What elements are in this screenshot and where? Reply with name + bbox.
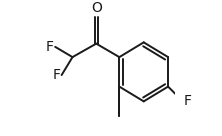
Text: F: F bbox=[184, 94, 192, 108]
Text: F: F bbox=[52, 68, 60, 82]
Text: F: F bbox=[46, 40, 54, 54]
Text: O: O bbox=[91, 1, 102, 15]
